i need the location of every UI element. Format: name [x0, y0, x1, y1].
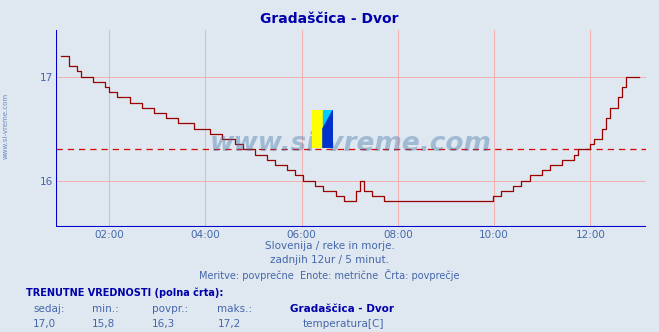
- Text: maks.:: maks.:: [217, 304, 252, 314]
- Text: 16,3: 16,3: [152, 319, 175, 329]
- Text: 17,0: 17,0: [33, 319, 56, 329]
- Text: 15,8: 15,8: [92, 319, 115, 329]
- Text: zadnjih 12ur / 5 minut.: zadnjih 12ur / 5 minut.: [270, 255, 389, 265]
- Text: sedaj:: sedaj:: [33, 304, 65, 314]
- Text: temperatura[C]: temperatura[C]: [303, 319, 385, 329]
- Text: Meritve: povprečne  Enote: metrične  Črta: povprečje: Meritve: povprečne Enote: metrične Črta:…: [199, 269, 460, 281]
- Text: TRENUTNE VREDNOSTI (polna črta):: TRENUTNE VREDNOSTI (polna črta):: [26, 287, 224, 298]
- Text: www.si-vreme.com: www.si-vreme.com: [2, 93, 9, 159]
- Polygon shape: [323, 110, 333, 148]
- Text: Slovenija / reke in morje.: Slovenija / reke in morje.: [264, 241, 395, 251]
- Text: povpr.:: povpr.:: [152, 304, 188, 314]
- Text: www.si-vreme.com: www.si-vreme.com: [210, 131, 492, 157]
- Text: Gradaščica - Dvor: Gradaščica - Dvor: [290, 304, 394, 314]
- Polygon shape: [323, 110, 333, 128]
- Polygon shape: [312, 110, 323, 148]
- Text: 17,2: 17,2: [217, 319, 241, 329]
- Text: min.:: min.:: [92, 304, 119, 314]
- Text: Gradaščica - Dvor: Gradaščica - Dvor: [260, 12, 399, 26]
